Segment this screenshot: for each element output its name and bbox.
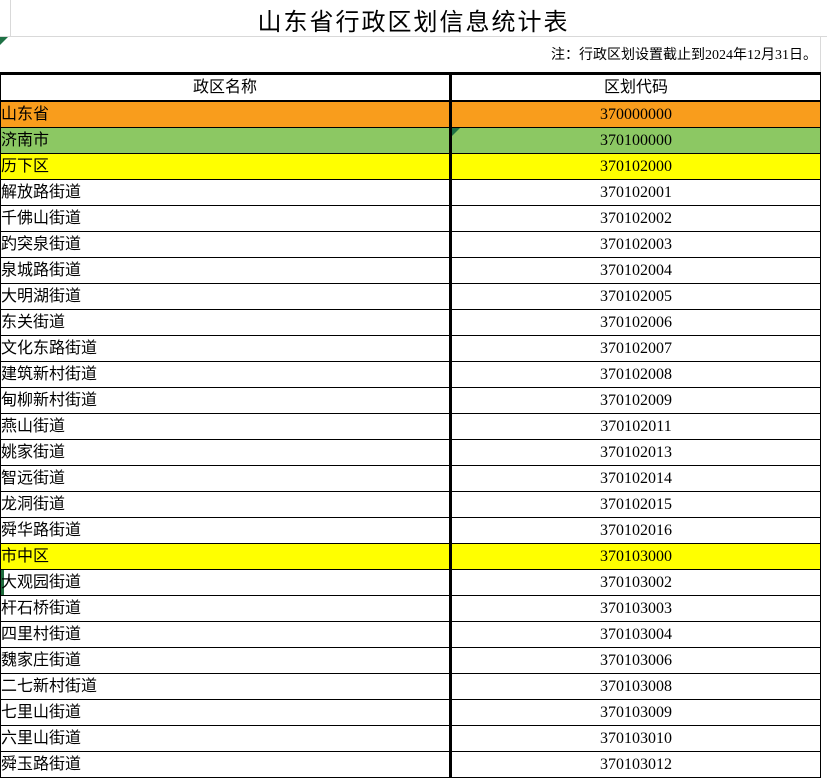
table-row: 东关街道 370102006 xyxy=(0,309,821,336)
note-text: 注：行政区划设置截止到2024年12月31日。 xyxy=(551,48,817,63)
region-code-cell[interactable]: 370102007 xyxy=(450,335,821,362)
region-code-cell[interactable]: 370102003 xyxy=(450,231,821,258)
table-row: 二七新村街道 370103008 xyxy=(0,673,821,700)
table-row: 甸柳新村街道 370102009 xyxy=(0,387,821,414)
region-code-cell[interactable]: 370103002 xyxy=(450,569,821,596)
table-row: 姚家街道 370102013 xyxy=(0,439,821,466)
region-name-cell[interactable]: 市中区 xyxy=(0,543,452,570)
sheet-gridline-horizontal xyxy=(0,36,827,37)
region-name-cell[interactable]: 舜华路街道 xyxy=(0,517,452,544)
region-code-cell[interactable]: 370103004 xyxy=(450,621,821,648)
table-row: 大观园街道 370103002 xyxy=(0,569,821,596)
region-name-cell[interactable]: 舜玉路街道 xyxy=(0,751,452,778)
sheet-gridline-vertical-right xyxy=(820,36,821,72)
region-name-cell[interactable]: 济南市 xyxy=(0,127,452,154)
region-name-cell[interactable]: 姚家街道 xyxy=(0,439,452,466)
region-code-cell[interactable]: 370102001 xyxy=(450,179,821,206)
region-code-cell[interactable]: 370103000 xyxy=(450,543,821,570)
region-name-cell[interactable]: 历下区 xyxy=(0,153,452,180)
region-code-cell[interactable]: 370100000 xyxy=(450,127,821,154)
region-name-cell[interactable]: 大明湖街道 xyxy=(0,283,452,310)
region-name-cell[interactable]: 千佛山街道 xyxy=(0,205,452,232)
region-code-cell[interactable]: 370102015 xyxy=(450,491,821,518)
page-title: 山东省行政区划信息统计表 xyxy=(257,10,570,36)
table-row: 山东省 370000000 xyxy=(0,100,821,128)
region-name-cell[interactable]: 六里山街道 xyxy=(0,725,452,752)
region-code-cell[interactable]: 370102000 xyxy=(450,153,821,180)
table-row: 市中区 370103000 xyxy=(0,543,821,570)
table-row: 趵突泉街道 370102003 xyxy=(0,231,821,258)
region-code-cell[interactable]: 370102011 xyxy=(450,413,821,440)
region-code-cell[interactable]: 370000000 xyxy=(450,100,821,128)
table-row: 七里山街道 370103009 xyxy=(0,699,821,726)
header-row: 政区名称 区划代码 xyxy=(0,73,821,102)
table-row: 泉城路街道 370102004 xyxy=(0,257,821,284)
error-indicator-icon xyxy=(452,128,460,136)
region-code-cell[interactable]: 370103009 xyxy=(450,699,821,726)
region-name-cell[interactable]: 解放路街道 xyxy=(0,179,452,206)
region-name-cell[interactable]: 泉城路街道 xyxy=(0,257,452,284)
region-name-cell[interactable]: 智远街道 xyxy=(0,465,452,492)
region-name-cell[interactable]: 大观园街道 xyxy=(0,569,452,596)
region-code-cell[interactable]: 370102016 xyxy=(450,517,821,544)
region-name-cell[interactable]: 魏家庄街道 xyxy=(0,647,452,674)
region-code-cell[interactable]: 370102013 xyxy=(450,439,821,466)
table-row: 燕山街道 370102011 xyxy=(0,413,821,440)
table-row: 杆石桥街道 370103003 xyxy=(0,595,821,622)
region-code-cell[interactable]: 370102008 xyxy=(450,361,821,388)
table-row: 四里村街道 370103004 xyxy=(0,621,821,648)
region-code-cell[interactable]: 370102005 xyxy=(450,283,821,310)
column-header-region-code[interactable]: 区划代码 xyxy=(450,73,821,102)
table-row: 大明湖街道 370102005 xyxy=(0,283,821,310)
table-row: 智远街道 370102014 xyxy=(0,465,821,492)
region-code-cell[interactable]: 370102002 xyxy=(450,205,821,232)
region-name-cell[interactable]: 甸柳新村街道 xyxy=(0,387,452,414)
region-name-cell[interactable]: 七里山街道 xyxy=(0,699,452,726)
region-name-cell[interactable]: 燕山街道 xyxy=(0,413,452,440)
region-name-cell[interactable]: 趵突泉街道 xyxy=(0,231,452,258)
division-table: 政区名称 区划代码 山东省 370000000 济南市 370100000 历下区 370… xyxy=(0,72,821,778)
region-code-cell[interactable]: 370103006 xyxy=(450,647,821,674)
region-name-cell[interactable]: 东关街道 xyxy=(0,309,452,336)
table-row: 文化东路街道 370102007 xyxy=(0,335,821,362)
region-code-cell[interactable]: 370102014 xyxy=(450,465,821,492)
region-name-cell[interactable]: 四里村街道 xyxy=(0,621,452,648)
region-code-cell[interactable]: 370102006 xyxy=(450,309,821,336)
region-code-cell[interactable]: 370102009 xyxy=(450,387,821,414)
error-indicator-icon xyxy=(0,37,8,45)
table-row: 龙洞街道 370102015 xyxy=(0,491,821,518)
region-code-cell[interactable]: 370103010 xyxy=(450,725,821,752)
region-code-cell[interactable]: 370103008 xyxy=(450,673,821,700)
table-row: 解放路街道 370102001 xyxy=(0,179,821,206)
table-row: 千佛山街道 370102002 xyxy=(0,205,821,232)
region-name-cell[interactable]: 二七新村街道 xyxy=(0,673,452,700)
sheet-gridline-vertical xyxy=(10,0,11,36)
table-row: 六里山街道 370103010 xyxy=(0,725,821,752)
region-code-cell[interactable]: 370102004 xyxy=(450,257,821,284)
region-name-cell[interactable]: 山东省 xyxy=(0,100,452,128)
region-name-cell[interactable]: 杆石桥街道 xyxy=(0,595,452,622)
table-row: 魏家庄街道 370103006 xyxy=(0,647,821,674)
table-row: 舜华路街道 370102016 xyxy=(0,517,821,544)
region-name-cell[interactable]: 龙洞街道 xyxy=(0,491,452,518)
region-code-cell[interactable]: 370103012 xyxy=(450,751,821,778)
region-code-cell[interactable]: 370103003 xyxy=(450,595,821,622)
region-name-cell[interactable]: 文化东路街道 xyxy=(0,335,452,362)
table-row: 建筑新村街道 370102008 xyxy=(0,361,821,388)
region-name-cell[interactable]: 建筑新村街道 xyxy=(0,361,452,388)
column-header-region-name[interactable]: 政区名称 xyxy=(0,73,452,102)
table-body: 山东省 370000000 济南市 370100000 历下区 370102000 解放路街… xyxy=(0,100,821,778)
table-header: 政区名称 区划代码 xyxy=(0,73,821,102)
table-row: 历下区 370102000 xyxy=(0,153,821,180)
table-row: 济南市 370100000 xyxy=(0,127,821,154)
table-row: 舜玉路街道 370103012 xyxy=(0,751,821,778)
